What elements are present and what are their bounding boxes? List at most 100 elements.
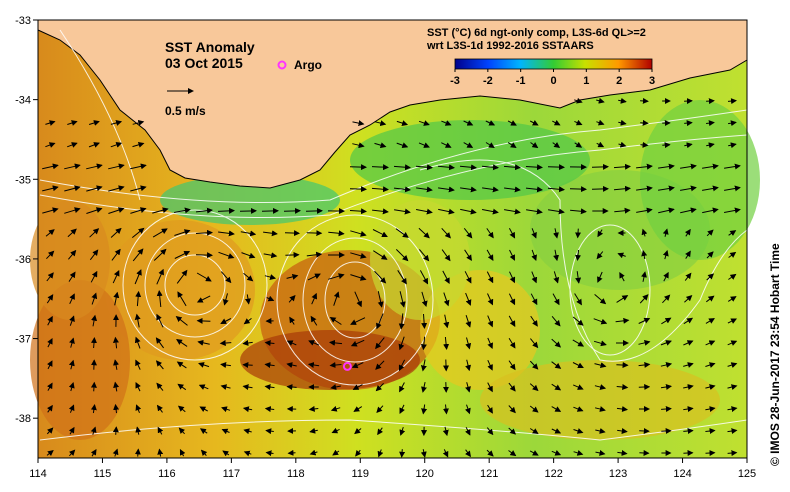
velocity-arrow (661, 406, 672, 412)
colorbar-tick-label: 3 (649, 75, 655, 87)
velocity-arrow (575, 228, 582, 239)
velocity-arrow (377, 291, 384, 308)
velocity-arrow (46, 272, 54, 282)
lat-tick-label: -37 (15, 334, 31, 346)
velocity-arrow (398, 359, 406, 372)
velocity-arrow (393, 164, 411, 171)
velocity-arrow (574, 141, 583, 148)
velocity-arrow (442, 449, 449, 458)
velocity-arrow (157, 448, 164, 457)
velocity-arrow (263, 252, 278, 259)
velocity-arrow (328, 273, 345, 280)
velocity-arrow (375, 337, 385, 350)
velocity-arrow (328, 230, 345, 237)
velocity-arrow (705, 362, 716, 368)
velocity-arrow (593, 318, 608, 325)
velocity-arrow (220, 384, 231, 391)
velocity-arrow (198, 362, 210, 368)
velocity-arrow (46, 250, 55, 260)
lon-tick-label: 123 (609, 468, 627, 480)
velocity-arrow (152, 207, 169, 214)
velocity-arrow (614, 207, 631, 214)
velocity-arrow (156, 313, 164, 328)
velocity-arrow (333, 291, 340, 306)
plot-frame (37, 19, 748, 459)
velocity-arrow (641, 228, 648, 237)
velocity-arrow (441, 142, 452, 148)
velocity-arrow (728, 230, 737, 236)
velocity-arrow (572, 384, 584, 390)
velocity-arrow (702, 207, 719, 214)
velocity-arrow (67, 228, 77, 238)
velocity-arrow (130, 163, 147, 170)
velocity-arrow (240, 230, 257, 237)
velocity-arrow (724, 163, 741, 170)
velocity-arrow (421, 291, 428, 308)
velocity-arrow (443, 314, 450, 329)
velocity-arrow (110, 142, 123, 148)
velocity-arrow (465, 315, 472, 328)
velocity-arrow (176, 269, 188, 284)
velocity-arrow (42, 185, 59, 192)
velocity-arrow (242, 384, 253, 391)
velocity-arrow (613, 185, 631, 192)
lon-tick-label: 115 (94, 468, 112, 480)
velocity-arrow (572, 362, 584, 368)
velocity-arrow (398, 336, 405, 351)
velocity-arrow (680, 185, 697, 192)
velocity-arrow (636, 163, 653, 170)
velocity-arrow (660, 340, 672, 346)
velocity-arrow (266, 295, 275, 302)
velocity-arrow (64, 207, 81, 214)
velocity-arrow (219, 340, 232, 347)
lon-tick-label: 118 (287, 468, 305, 480)
velocity-arrow (86, 207, 103, 214)
velocity-arrow (355, 449, 362, 457)
velocity-arrow (594, 406, 606, 412)
velocity-arrow (199, 406, 208, 413)
velocity-arrow (222, 293, 229, 306)
velocity-arrow (373, 250, 388, 260)
velocity-arrow (112, 269, 120, 284)
velocity-arrow (152, 228, 168, 238)
imos-credit: © IMOS 28-Jun-2017 23:54 Hobart Time (768, 243, 782, 466)
velocity-arrow (134, 336, 141, 349)
velocity-arrow (683, 317, 694, 325)
velocity-arrow (286, 273, 299, 280)
velocity-arrow (706, 120, 715, 127)
lat-tick-label: -36 (15, 254, 31, 266)
velocity-scale-label: 0.5 m/s (165, 104, 206, 118)
velocity-arrow (596, 141, 605, 148)
velocity-arrow (465, 382, 471, 393)
velocity-arrow (530, 315, 538, 327)
velocity-arrow (597, 229, 604, 238)
velocity-arrow (570, 208, 587, 215)
velocity-arrow (553, 271, 560, 284)
velocity-arrow (306, 251, 323, 258)
velocity-arrow (727, 318, 737, 324)
velocity-arrow (487, 359, 493, 371)
velocity-arrow (727, 362, 738, 368)
velocity-arrow (641, 271, 647, 282)
anomaly-patch (30, 280, 130, 440)
velocity-arrow (591, 163, 609, 170)
velocity-arrow (569, 186, 587, 193)
argo-legend-label: Argo (294, 58, 322, 72)
velocity-arrow (465, 404, 471, 415)
velocity-arrow (130, 185, 147, 192)
velocity-arrow (728, 251, 737, 258)
velocity-arrow (90, 426, 97, 435)
colorbar-tick-label: -3 (450, 75, 460, 87)
velocity-arrow (135, 359, 141, 370)
velocity-arrow (486, 271, 494, 284)
velocity-arrow (552, 142, 561, 148)
velocity-arrow (529, 360, 539, 370)
velocity-arrow (130, 207, 147, 214)
velocity-arrow (507, 142, 517, 149)
velocity-arrow (329, 339, 343, 346)
velocity-arrow (596, 119, 605, 126)
velocity-arrow (727, 296, 737, 302)
velocity-arrow (135, 426, 142, 435)
lon-tick-label: 121 (480, 468, 498, 480)
velocity-arrow (349, 208, 367, 215)
